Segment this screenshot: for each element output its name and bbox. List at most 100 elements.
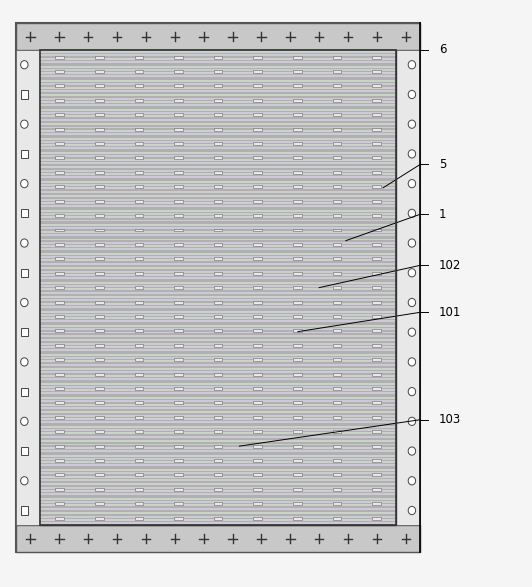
Bar (40, 450, 396, 452)
Bar (40, 357, 396, 359)
Bar (40, 90, 396, 92)
Bar (253, 56, 262, 59)
Bar (214, 474, 222, 477)
Bar (40, 284, 396, 285)
Bar (253, 142, 262, 145)
Bar (135, 373, 143, 376)
Bar (40, 165, 396, 167)
Bar (253, 228, 262, 231)
Bar (332, 113, 341, 116)
Bar (40, 158, 396, 161)
Bar (174, 228, 183, 231)
Bar (55, 113, 64, 116)
Bar (40, 53, 396, 55)
Bar (253, 185, 262, 188)
Bar (40, 224, 396, 226)
Bar (40, 402, 396, 403)
Bar (332, 488, 341, 491)
Bar (135, 99, 143, 102)
Bar (40, 106, 396, 107)
Bar (55, 70, 64, 73)
Bar (40, 311, 396, 312)
Bar (40, 475, 396, 478)
Bar (40, 259, 396, 261)
Bar (135, 185, 143, 188)
Bar (40, 138, 396, 140)
Bar (372, 430, 381, 433)
Bar (40, 442, 396, 444)
Bar (40, 221, 396, 223)
Bar (40, 372, 396, 373)
Bar (372, 70, 381, 73)
Bar (135, 315, 143, 318)
Bar (40, 384, 396, 386)
Bar (40, 167, 396, 168)
Bar (40, 444, 396, 446)
Bar (253, 502, 262, 505)
Bar (40, 135, 396, 136)
Bar (40, 198, 396, 201)
Bar (253, 315, 262, 318)
Bar (372, 185, 381, 188)
Bar (40, 285, 396, 287)
Bar (40, 352, 396, 354)
Bar (40, 276, 396, 277)
Bar (40, 501, 396, 503)
Bar (293, 329, 302, 332)
Bar (253, 459, 262, 462)
Bar (95, 358, 104, 361)
Bar (332, 430, 341, 433)
Bar (40, 298, 396, 299)
Bar (95, 214, 104, 217)
Bar (174, 142, 183, 145)
Bar (332, 474, 341, 477)
Bar (40, 231, 396, 232)
Bar (40, 61, 396, 63)
Bar (332, 445, 341, 447)
Bar (40, 332, 396, 333)
Bar (332, 416, 341, 419)
Bar (214, 228, 222, 231)
Bar (40, 474, 396, 475)
Bar (40, 175, 396, 176)
Bar (21, 507, 28, 515)
Bar (174, 113, 183, 116)
Bar (293, 113, 302, 116)
Bar (293, 301, 302, 303)
Bar (40, 232, 396, 234)
Circle shape (21, 298, 28, 306)
Bar (293, 344, 302, 347)
Bar (372, 243, 381, 246)
Bar (174, 128, 183, 131)
Bar (95, 56, 104, 59)
Bar (174, 358, 183, 361)
Bar (55, 243, 64, 246)
Circle shape (21, 239, 28, 247)
Bar (135, 113, 143, 116)
Bar (40, 186, 396, 187)
Circle shape (21, 358, 28, 366)
Bar (253, 70, 262, 73)
Bar (40, 154, 396, 156)
Bar (40, 263, 396, 265)
Bar (40, 117, 396, 119)
Bar (40, 348, 396, 349)
Bar (214, 257, 222, 260)
Bar (40, 391, 396, 393)
Bar (372, 142, 381, 145)
Bar (253, 358, 262, 361)
Bar (372, 214, 381, 217)
Bar (55, 85, 64, 87)
Bar (174, 243, 183, 246)
Bar (214, 445, 222, 447)
Bar (40, 194, 396, 195)
Bar (95, 272, 104, 275)
Bar (214, 502, 222, 505)
Bar (214, 301, 222, 303)
Bar (40, 448, 396, 450)
Bar (40, 420, 396, 421)
Bar (95, 301, 104, 303)
Bar (40, 156, 396, 157)
Bar (372, 56, 381, 59)
Bar (40, 244, 396, 245)
